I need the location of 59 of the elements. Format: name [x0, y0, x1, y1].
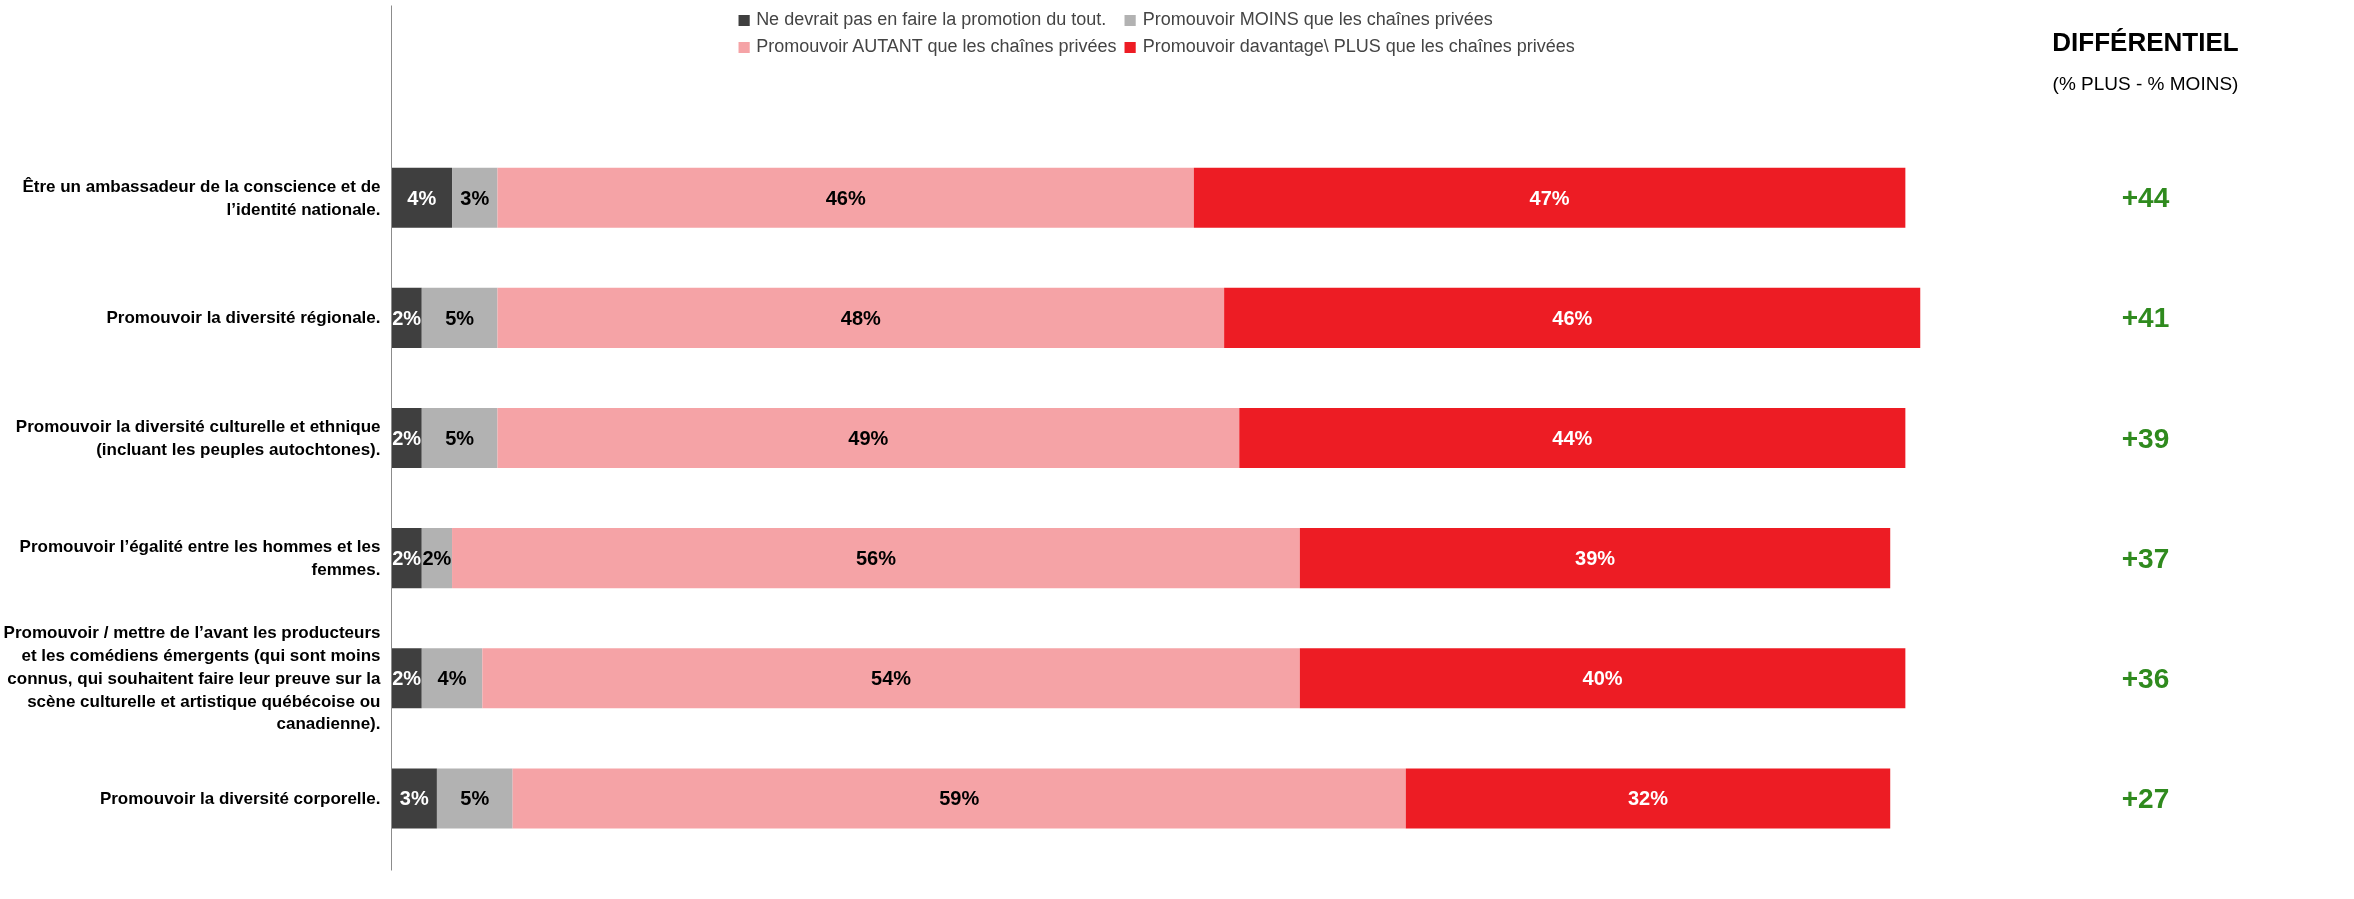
data-label: 2% — [392, 306, 422, 329]
bar — [1405, 768, 1891, 829]
text: +36 — [2121, 662, 2170, 694]
data-label: 39% — [1575, 547, 1616, 570]
data-label: 3% — [460, 186, 490, 209]
data-label: 49% — [848, 427, 889, 449]
y-tick-label: Promouvoir / mettre de l’avant les producteurs et les comédiens émergents (qui sont moins connus, qui souhaitent faire leur preuve sur la scène culturelle et artistique québécoise ou canadienne). — [3, 623, 382, 734]
data-label: 2% — [392, 547, 422, 570]
legend-label: Promouvoir AUTANT que les chaînes privées — [756, 36, 1117, 57]
data-label: 54% — [871, 667, 912, 690]
data-label: 3% — [399, 787, 429, 810]
data-label: 46% — [1552, 306, 1593, 329]
bar — [1239, 407, 1906, 469]
bar — [421, 287, 498, 348]
data-label: 56% — [855, 547, 897, 570]
y-tick-label: Promouvoir l’égalité entre les hommes et les femmes. — [19, 537, 381, 580]
data-label: 32% — [1627, 787, 1669, 810]
data-label: 5% — [460, 787, 490, 810]
data-label: 44% — [1552, 427, 1593, 449]
legend-label: Ne devrait pas en faire la promotion du tout. — [756, 9, 1107, 30]
data-label: 5% — [445, 306, 475, 329]
data-label: 40% — [1582, 667, 1623, 690]
data-label: 59% — [939, 787, 980, 810]
legend-label: Promouvoir davantage\ PLUS que les chaînes privées — [1142, 36, 1575, 57]
text: +27 — [2121, 782, 2170, 814]
y-tick-label: Promouvoir la diversité régionale. — [106, 308, 381, 328]
data-label: 2% — [422, 547, 452, 570]
data-label: 4% — [437, 667, 467, 690]
data-label: 2% — [392, 667, 422, 690]
text: +44 — [2121, 182, 2170, 214]
y-tick-label: Promouvoir la diversité corporelle. — [99, 788, 381, 808]
bar — [1299, 648, 1906, 709]
text: +39 — [2121, 422, 2170, 454]
bar — [482, 648, 1300, 709]
data-label: 4% — [407, 186, 437, 209]
bar — [1299, 528, 1891, 589]
text: DIFFÉRENTIEL — [2052, 26, 2239, 57]
bar — [1224, 287, 1921, 348]
bar — [512, 768, 1406, 829]
data-label: 48% — [840, 306, 882, 329]
bar — [497, 287, 1225, 348]
y-tick-label: Promouvoir la diversité culturelle et ethnique (incluant les peuples autochtones). — [15, 417, 381, 459]
data-label: 46% — [825, 186, 866, 209]
data-label: 47% — [1529, 186, 1570, 209]
y-tick-label: Être un ambassadeur de la conscience et de l’identité nationale. — [22, 176, 381, 219]
bar — [452, 528, 1300, 589]
data-label: 5% — [445, 427, 475, 449]
bar — [436, 768, 513, 829]
bar — [421, 648, 483, 709]
text: +37 — [2121, 542, 2170, 574]
text: +41 — [2121, 302, 2170, 334]
bar — [1193, 167, 1906, 228]
bar — [497, 407, 1240, 469]
legend-label: Promouvoir MOINS que les chaînes privées — [1142, 9, 1493, 30]
bar — [421, 407, 498, 469]
text: (% PLUS - % MOINS) — [2052, 73, 2239, 95]
data-label: 2% — [392, 427, 422, 449]
bar — [497, 167, 1194, 228]
bar — [391, 167, 453, 228]
